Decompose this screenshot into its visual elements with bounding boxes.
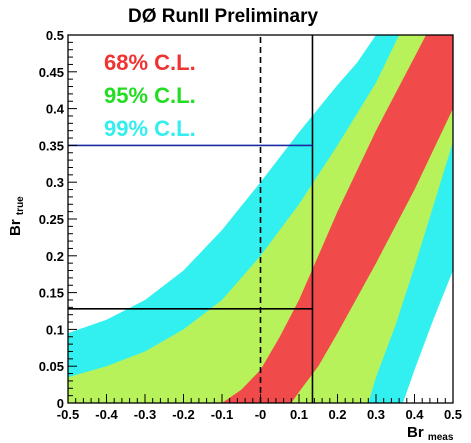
x-axis-label-sub: meas: [428, 432, 454, 443]
x-axis-label-main: Br: [407, 424, 424, 441]
y-tick-label: 0.35: [39, 138, 64, 153]
y-tick-label: 0.05: [39, 359, 64, 374]
y-axis-label-sub: true: [15, 196, 26, 215]
x-tick-label: 0.1: [290, 407, 308, 422]
x-tick-label: -0.4: [95, 407, 118, 422]
legend-entry-2: 99% C.L.: [104, 116, 196, 141]
reference-lines: [68, 35, 314, 403]
x-tick-label: 0.3: [367, 407, 385, 422]
x-tick-label: 0.5: [444, 407, 462, 422]
legend: 68% C.L. 95% C.L. 99% C.L.: [104, 50, 196, 141]
x-tick-label: 0.4: [405, 407, 424, 422]
y-tick-label: 0.4: [46, 102, 65, 117]
y-tick-label: 0.3: [46, 175, 64, 190]
band-1: [68, 35, 453, 403]
x-tick-label: 0.2: [328, 407, 346, 422]
y-tick-label: 0.25: [39, 212, 64, 227]
y-tick-label: 0.15: [39, 286, 64, 301]
y-tick-label: 0.2: [46, 249, 64, 264]
axes: -0.5 -0.4 -0.3 -0.2 -0.1 -0 0.1 0.2 0.3 0.4 0.5 0 0.…: [39, 28, 462, 422]
y-tick-label: 0.45: [39, 65, 64, 80]
y-axis-label: Br true: [7, 196, 26, 236]
legend-entry-1: 95% C.L.: [104, 83, 196, 108]
x-tick-label: -0.2: [172, 407, 194, 422]
chart-title: DØ RunII Preliminary: [128, 6, 318, 27]
x-tick-label: -0: [255, 407, 267, 422]
x-tick-label: -0.3: [134, 407, 156, 422]
y-axis-label-main: Br: [7, 219, 24, 236]
x-tick-label: -0.1: [211, 407, 233, 422]
x-axis-label: Br meas: [407, 424, 454, 443]
legend-entry-0: 68% C.L.: [104, 50, 196, 75]
y-tick-label: 0: [57, 396, 64, 411]
y-tick-label: 0.1: [46, 322, 64, 337]
band-2: [222, 35, 453, 403]
x-tick-label: -0.5: [57, 407, 79, 422]
y-tick-label: 0.5: [46, 28, 64, 43]
